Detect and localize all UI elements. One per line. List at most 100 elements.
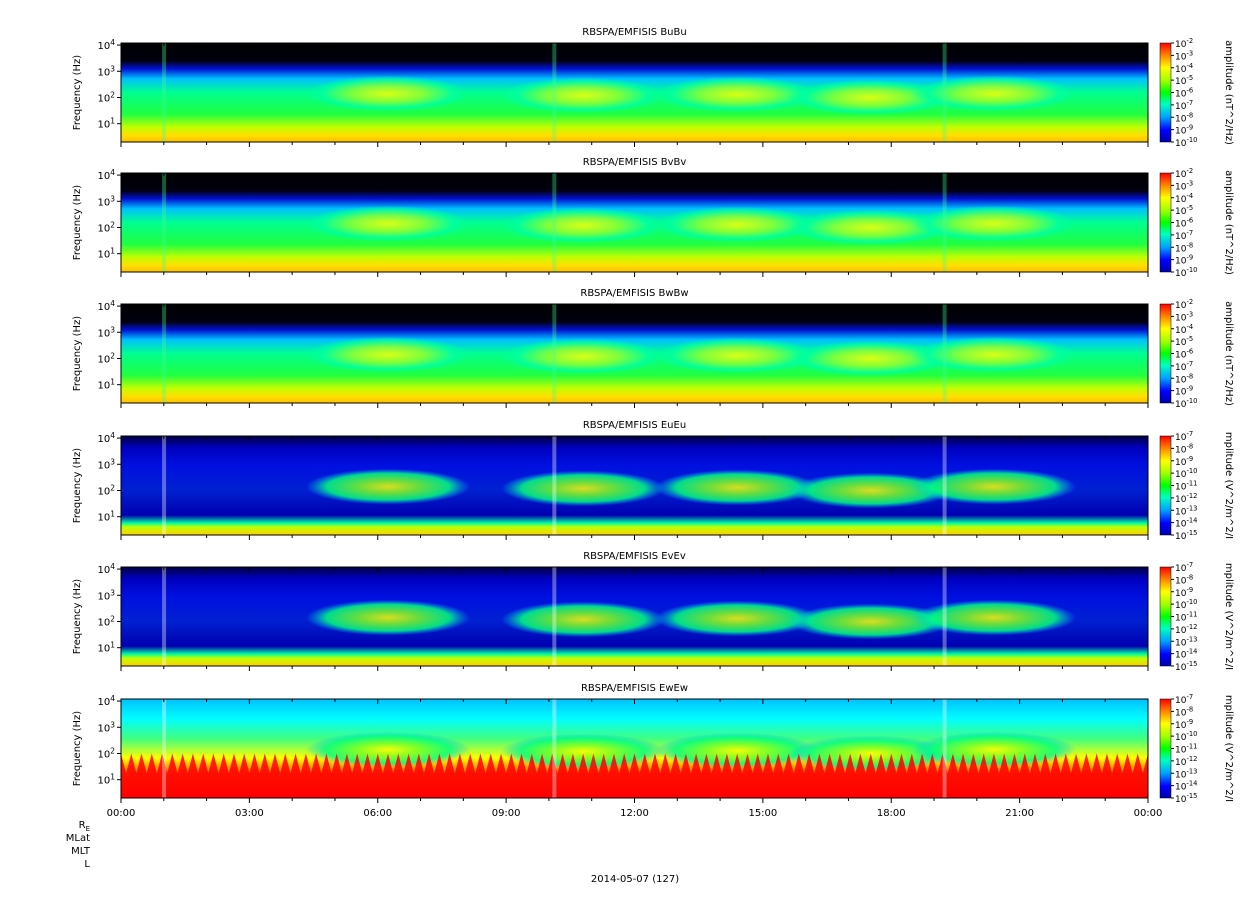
colorbar-tick-label: 10-2 (1175, 167, 1193, 180)
y-tick-label: 101 (97, 247, 115, 261)
y-axis-label: Frequency (Hz) (72, 579, 83, 655)
colorbar-label: mplitude (V^2/m^2/I (1223, 695, 1234, 802)
emission-band (655, 600, 820, 637)
colorbar-tick-label: 10-8 (1175, 442, 1193, 455)
emission-band (500, 601, 666, 638)
y-tick-label: 104 (97, 168, 115, 182)
panel-3: RBSPA/EMFISIS EuEu 104 103 102 101 Frequency … (72, 420, 1234, 542)
colorbar-tick-label: 10-10 (1175, 467, 1197, 480)
colorbar-tick-label: 10-7 (1175, 561, 1193, 574)
y-axis-label: Frequency (Hz) (72, 711, 83, 787)
emission-band (911, 205, 1077, 242)
y-tick-label: 103 (97, 325, 115, 339)
emission-band (500, 77, 666, 114)
event-streak (162, 43, 167, 142)
colorbar-tick-label: 10-15 (1175, 792, 1197, 805)
emission-band (305, 336, 471, 373)
y-axis-label: Frequency (Hz) (72, 55, 83, 131)
colorbar-label: amplitude (nT^2/Hz) (1223, 170, 1234, 275)
event-streak (942, 567, 947, 666)
colorbar-tick-label: 10-3 (1175, 49, 1193, 62)
colorbar (1159, 303, 1172, 404)
y-tick-label: 103 (97, 194, 115, 208)
emission-band (500, 207, 666, 244)
footer-mlat-label: MLat (65, 833, 90, 844)
emission-band (655, 206, 820, 243)
y-tick-label: 104 (97, 38, 115, 52)
y-tick-label: 103 (97, 64, 115, 78)
colorbar (1159, 566, 1172, 667)
event-streak (552, 699, 557, 798)
low-frequency-emission (121, 753, 1148, 798)
panel-title: RBSPA/EMFISIS BwBw (580, 288, 688, 299)
colorbar-tick-label: 10-15 (1175, 529, 1197, 542)
emission-band (305, 205, 471, 242)
y-tick-label: 102 (97, 220, 115, 234)
footer-re-label: RE (78, 820, 90, 833)
colorbar-tick-label: 10-3 (1175, 179, 1193, 192)
colorbar-label: amplitude (nT^2/Hz) (1223, 40, 1234, 145)
emission-band (655, 469, 820, 506)
colorbar-tick-label: 10-8 (1175, 372, 1193, 385)
colorbar-tick-label: 10-7 (1175, 360, 1193, 373)
emission-band (911, 336, 1077, 373)
colorbar-tick-label: 10-4 (1175, 62, 1193, 75)
colorbar-tick-label: 10-13 (1175, 504, 1197, 517)
colorbar-tick-label: 10-4 (1175, 323, 1193, 336)
colorbar-tick-label: 10-11 (1175, 743, 1197, 756)
panel-title: RBSPA/EMFISIS BuBu (582, 27, 686, 38)
x-tick-label: 00:00 (1134, 808, 1163, 819)
x-tick-label: 09:00 (492, 808, 521, 819)
panel-5: RBSPA/EMFISIS EwEw 104 103 102 101 Frequency … (72, 683, 1234, 805)
event-streak (552, 436, 557, 535)
colorbar-tick-label: 10-7 (1175, 693, 1193, 706)
y-tick-label: 102 (97, 351, 115, 365)
colorbar-tick-label: 10-5 (1175, 204, 1193, 217)
y-tick-label: 103 (97, 720, 115, 734)
colorbar-tick-label: 10-12 (1175, 492, 1197, 505)
emission-band (655, 76, 820, 113)
emission-band (788, 209, 953, 246)
colorbar-tick-label: 10-10 (1175, 136, 1197, 149)
colorbar-tick-label: 10-8 (1175, 241, 1193, 254)
x-tick-label: 21:00 (1005, 808, 1034, 819)
emission-band (788, 340, 953, 377)
colorbar-tick-label: 10-12 (1175, 755, 1197, 768)
footer-l-label: L (84, 859, 90, 870)
event-streak (942, 699, 947, 798)
colorbar-tick-label: 10-15 (1175, 660, 1197, 673)
panel-2: RBSPA/EMFISIS BwBw 104 103 102 101 Frequency … (72, 288, 1234, 410)
x-tick-label: 06:00 (363, 808, 392, 819)
event-streak (162, 567, 167, 666)
event-streak (942, 43, 947, 142)
colorbar-tick-label: 10-10 (1175, 598, 1197, 611)
colorbar-tick-label: 10-3 (1175, 310, 1193, 323)
emission-band (305, 75, 471, 112)
colorbar-tick-label: 10-10 (1175, 266, 1197, 279)
event-streak (942, 304, 947, 403)
colorbar (1159, 172, 1172, 273)
colorbar (1159, 698, 1172, 799)
y-tick-label: 104 (97, 299, 115, 313)
emission-band (500, 470, 666, 507)
colorbar-tick-label: 10-10 (1175, 730, 1197, 743)
colorbar-label: amplitude (nT^2/Hz) (1223, 301, 1234, 406)
colorbar-tick-label: 10-11 (1175, 480, 1197, 493)
colorbar-tick-label: 10-6 (1175, 348, 1193, 361)
colorbar-tick-label: 10-6 (1175, 217, 1193, 230)
event-streak (552, 173, 557, 272)
panel-title: RBSPA/EMFISIS BvBv (583, 157, 687, 168)
colorbar-tick-label: 10-8 (1175, 111, 1193, 124)
colorbar-tick-label: 10-9 (1175, 586, 1193, 599)
event-streak (162, 304, 167, 403)
emission-band (305, 599, 471, 636)
colorbar-tick-label: 10-4 (1175, 192, 1193, 205)
x-tick-label: 18:00 (877, 808, 906, 819)
panel-title: RBSPA/EMFISIS EvEv (583, 551, 686, 562)
panel-title: RBSPA/EMFISIS EwEw (581, 683, 688, 694)
y-tick-label: 104 (97, 431, 115, 445)
y-axis-label: Frequency (Hz) (72, 316, 83, 392)
y-tick-label: 103 (97, 588, 115, 602)
colorbar-tick-label: 10-9 (1175, 385, 1193, 398)
